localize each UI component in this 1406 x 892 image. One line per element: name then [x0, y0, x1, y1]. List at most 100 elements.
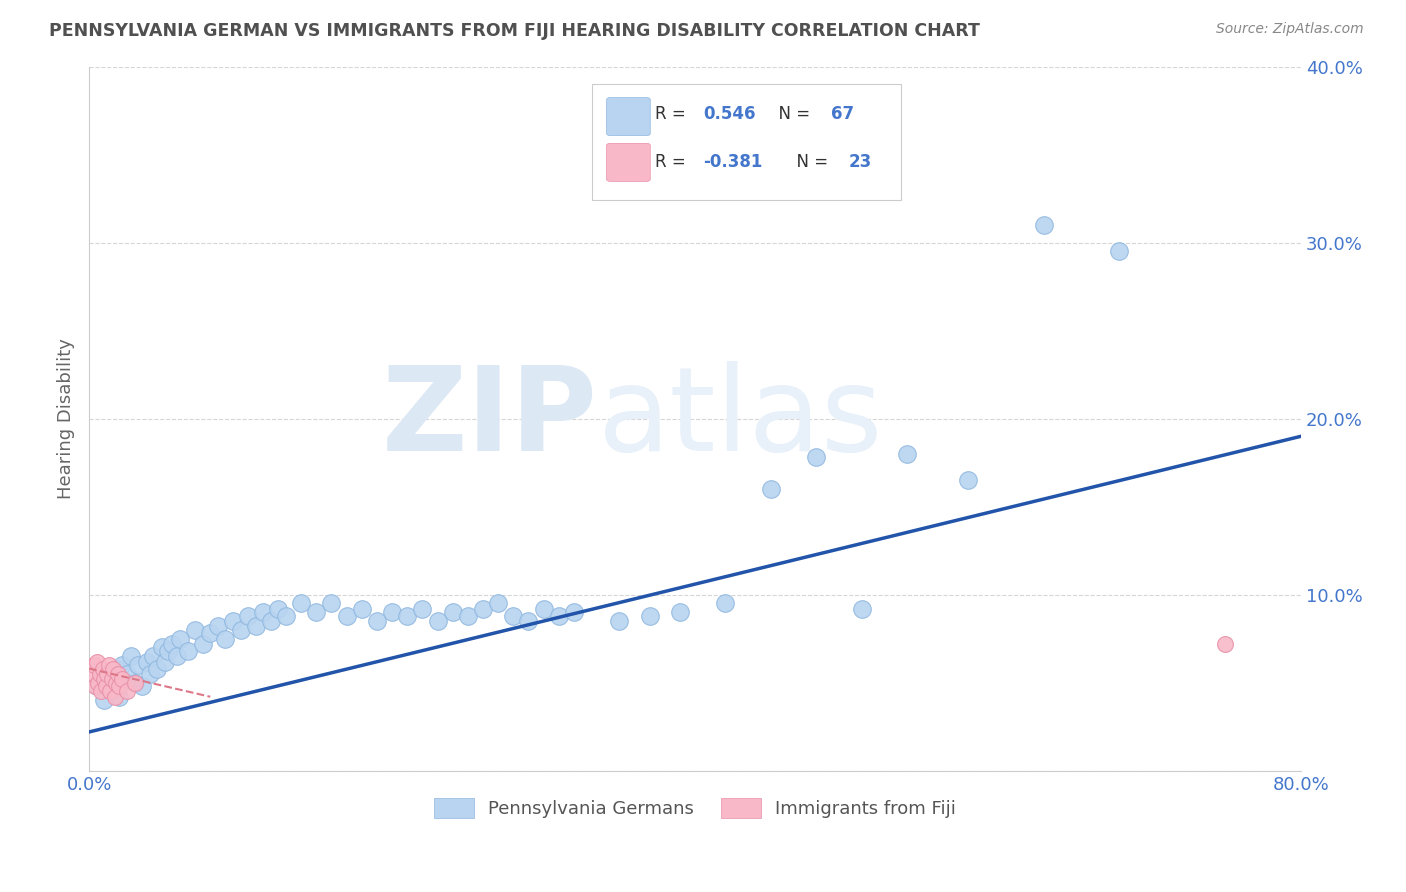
Point — [98, 684, 121, 698]
Point — [108, 679, 131, 693]
Point — [97, 658, 120, 673]
Point — [252, 605, 274, 619]
Point — [441, 605, 464, 619]
Point — [93, 693, 115, 707]
Text: Source: ZipAtlas.com: Source: ZipAtlas.com — [1216, 22, 1364, 37]
Point — [90, 684, 112, 698]
Point — [411, 601, 433, 615]
Point — [83, 658, 105, 673]
Point — [350, 601, 373, 615]
Point — [82, 666, 104, 681]
Point — [214, 632, 236, 646]
Point — [336, 608, 359, 623]
Point — [236, 608, 259, 623]
Point — [93, 672, 115, 686]
Point — [108, 690, 131, 704]
Point — [156, 644, 179, 658]
Point — [101, 672, 124, 686]
Point — [127, 658, 149, 673]
FancyBboxPatch shape — [606, 97, 650, 136]
Point — [111, 672, 134, 686]
Point — [176, 644, 198, 658]
Point — [714, 597, 737, 611]
Point — [229, 623, 252, 637]
Point — [759, 482, 782, 496]
Point — [267, 601, 290, 615]
Point — [96, 666, 118, 681]
Point — [305, 605, 328, 619]
FancyBboxPatch shape — [592, 84, 901, 201]
Point — [547, 608, 569, 623]
Point — [124, 675, 146, 690]
Point — [105, 675, 128, 690]
Point — [638, 608, 661, 623]
Point — [222, 614, 245, 628]
Text: PENNSYLVANIA GERMAN VS IMMIGRANTS FROM FIJI HEARING DISABILITY CORRELATION CHART: PENNSYLVANIA GERMAN VS IMMIGRANTS FROM F… — [49, 22, 980, 40]
Point — [200, 626, 222, 640]
Point — [517, 614, 540, 628]
Point — [124, 675, 146, 690]
Point — [486, 597, 509, 611]
Point — [86, 679, 108, 693]
Point — [396, 608, 419, 623]
Point — [609, 614, 631, 628]
Text: 0.546: 0.546 — [703, 105, 756, 123]
Legend: Pennsylvania Germans, Immigrants from Fiji: Pennsylvania Germans, Immigrants from Fi… — [427, 790, 963, 825]
Point — [166, 649, 188, 664]
Point — [84, 679, 107, 693]
Point — [107, 666, 129, 681]
Point — [138, 666, 160, 681]
Point — [146, 662, 169, 676]
Point — [86, 655, 108, 669]
Point — [142, 649, 165, 664]
Point — [533, 601, 555, 615]
Point — [135, 655, 157, 669]
Point — [94, 679, 117, 693]
Point — [321, 597, 343, 611]
Point — [1108, 244, 1130, 259]
Point — [103, 662, 125, 676]
Point — [457, 608, 479, 623]
Point — [426, 614, 449, 628]
Point — [105, 662, 128, 676]
Point — [101, 684, 124, 698]
Point — [153, 655, 176, 669]
Point — [87, 675, 110, 690]
Point — [111, 658, 134, 673]
Text: N =: N = — [768, 105, 815, 123]
Point — [956, 473, 979, 487]
Point — [121, 649, 143, 664]
Point — [207, 619, 229, 633]
Point — [90, 672, 112, 686]
Point — [472, 601, 495, 615]
Point — [274, 608, 297, 623]
Point — [366, 614, 388, 628]
Point — [806, 450, 828, 465]
Text: ZIP: ZIP — [382, 361, 598, 476]
Point — [245, 619, 267, 633]
Point — [502, 608, 524, 623]
Point — [896, 447, 918, 461]
Point — [104, 690, 127, 704]
Text: 23: 23 — [849, 153, 872, 170]
Point — [562, 605, 585, 619]
Text: atlas: atlas — [598, 361, 883, 476]
Point — [89, 666, 111, 681]
Y-axis label: Hearing Disability: Hearing Disability — [58, 338, 75, 500]
Point — [1032, 218, 1054, 232]
Point — [669, 605, 692, 619]
Point — [162, 637, 184, 651]
Point — [191, 637, 214, 651]
Text: 67: 67 — [831, 105, 853, 123]
Point — [381, 605, 404, 619]
Point — [290, 597, 312, 611]
Text: R =: R = — [655, 105, 692, 123]
Point — [115, 684, 138, 698]
Text: -0.381: -0.381 — [703, 153, 763, 170]
FancyBboxPatch shape — [606, 144, 650, 181]
Text: R =: R = — [655, 153, 692, 170]
Point — [184, 623, 207, 637]
Text: N =: N = — [786, 153, 834, 170]
Point — [1215, 637, 1237, 651]
Point — [851, 601, 873, 615]
